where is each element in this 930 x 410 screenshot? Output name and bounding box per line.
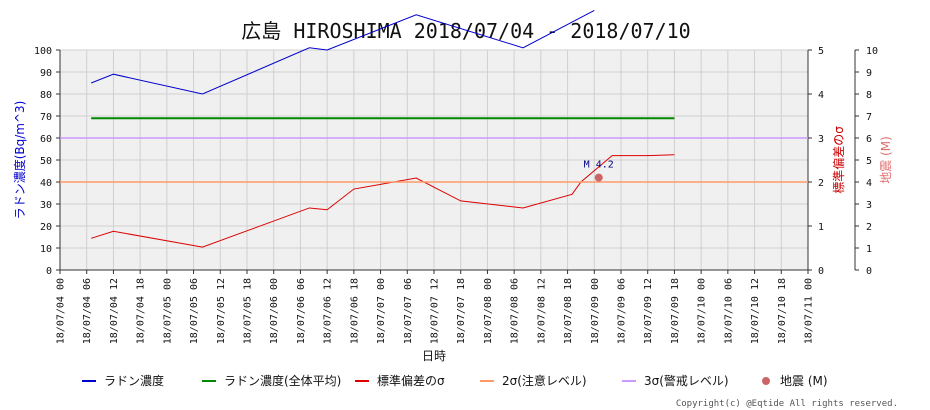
series-group	[60, 9, 808, 248]
y-tick-label-left: 20	[40, 222, 52, 233]
y-tick-label-right-quake: 6	[866, 134, 872, 145]
y-tick-label-left: 50	[40, 156, 52, 167]
series-line	[90, 9, 595, 95]
y-tick-label-right-sigma: 0	[818, 266, 824, 277]
x-tick-label: 18/07/07 18	[456, 278, 467, 344]
x-tick-label: 18/07/08 12	[536, 278, 547, 344]
x-tick-label: 18/07/07 12	[430, 278, 441, 344]
x-tick-label: 18/07/08 18	[563, 278, 574, 344]
y-tick-label-right-sigma: 1	[818, 222, 824, 233]
earthquake-point	[594, 173, 603, 182]
y-tick-label-right-quake: 10	[866, 46, 878, 57]
x-tick-label: 18/07/06 18	[349, 278, 360, 344]
y-tick-label-right-quake: 9	[866, 68, 872, 79]
y-tick-label-left: 100	[34, 46, 52, 57]
y-axis-title-right-quake: 地震 (M)	[879, 136, 893, 184]
x-tick-label: 18/07/07 00	[376, 278, 387, 344]
x-tick-label: 18/07/09 06	[617, 278, 628, 344]
y-tick-label-left: 90	[40, 68, 52, 79]
x-tick-label: 18/07/05 12	[216, 278, 227, 344]
series-line	[91, 154, 675, 248]
y-tick-label-left: 30	[40, 200, 52, 211]
x-tick-label: 18/07/06 12	[323, 278, 334, 344]
legend-label: 標準偏差のσ	[377, 373, 445, 388]
x-tick-label: 18/07/07 06	[403, 278, 414, 344]
legend-label: 2σ(注意レベル)	[502, 373, 587, 388]
legend: ラドン濃度 ラドン濃度(全体平均) 標準偏差のσ 2σ(注意レベル) 3σ(警戒レベル)…	[82, 373, 828, 388]
legend-label: 地震 (M)	[780, 374, 828, 388]
x-tick-label: 18/07/06 06	[296, 278, 307, 344]
y-tick-label-right-sigma: 4	[818, 90, 824, 101]
y-axis-title-right-sigma: 標準偏差のσ	[831, 126, 846, 194]
y-tick-label-right-quake: 4	[866, 178, 872, 189]
legend-label: ラドン濃度(全体平均)	[224, 373, 341, 388]
x-tick-label: 18/07/05 00	[162, 278, 173, 344]
y-tick-label-left: 60	[40, 134, 52, 145]
x-tick-label: 18/07/10 18	[777, 278, 788, 344]
y-axis-title-left: ラドン濃度(Bq/m^3)	[12, 101, 27, 220]
y-tick-label-left: 0	[46, 266, 52, 277]
x-tick-label: 18/07/05 06	[189, 278, 200, 344]
x-tick-label: 18/07/04 00	[56, 278, 67, 344]
y-tick-label-right-quake: 7	[866, 112, 872, 123]
x-axis-title: 日時	[422, 349, 446, 363]
legend-label: 3σ(警戒レベル)	[644, 373, 729, 388]
y-tick-label-right-quake: 5	[866, 156, 872, 167]
x-tick-label: 18/07/04 06	[82, 278, 93, 344]
x-tick-label: 18/07/08 00	[483, 278, 494, 344]
x-tick-label: 18/07/09 00	[590, 278, 601, 344]
earthquake-label: M 4.2	[584, 160, 614, 171]
x-tick-label: 18/07/05 18	[243, 278, 254, 344]
y-tick-label-right-sigma: 2	[818, 178, 824, 189]
legend-marker	[762, 377, 770, 385]
x-tick-label: 18/07/04 18	[136, 278, 147, 344]
y-tick-label-right-quake: 1	[866, 244, 872, 255]
legend-label: ラドン濃度	[104, 373, 164, 388]
copyright: Copyright(c) @Eqtide All rights reserved…	[676, 399, 898, 409]
y-tick-label-right-sigma: 5	[818, 46, 824, 57]
y-tick-label-left: 10	[40, 244, 52, 255]
x-tick-label: 18/07/10 12	[750, 278, 761, 344]
y-tick-label-right-quake: 8	[866, 90, 872, 101]
chart-title: 広島 HIROSHIMA 2018/07/04 - 2018/07/10	[241, 19, 690, 43]
x-tick-label: 18/07/10 06	[723, 278, 734, 344]
y-tick-label-left: 70	[40, 112, 52, 123]
x-tick-label: 18/07/06 00	[269, 278, 280, 344]
x-tick-label: 18/07/11 00	[804, 278, 815, 344]
x-tick-label: 18/07/08 06	[510, 278, 521, 344]
plot-area: 18/07/04 00 18/07/04 06 18/07/04 12 18/07/0…	[34, 9, 878, 344]
y-tick-label-right-quake: 2	[866, 222, 872, 233]
x-tick-label: 18/07/09 12	[643, 278, 654, 344]
x-tick-label: 18/07/09 18	[670, 278, 681, 344]
y-tick-label-left: 80	[40, 90, 52, 101]
y-tick-label-right-quake: 3	[866, 200, 872, 211]
x-tick-label: 18/07/04 12	[109, 278, 120, 344]
y-tick-label-right-sigma: 3	[818, 134, 824, 145]
x-tick-label: 18/07/10 00	[697, 278, 708, 344]
y-tick-label-left: 40	[40, 178, 52, 189]
y-tick-label-right-quake: 0	[866, 266, 872, 277]
